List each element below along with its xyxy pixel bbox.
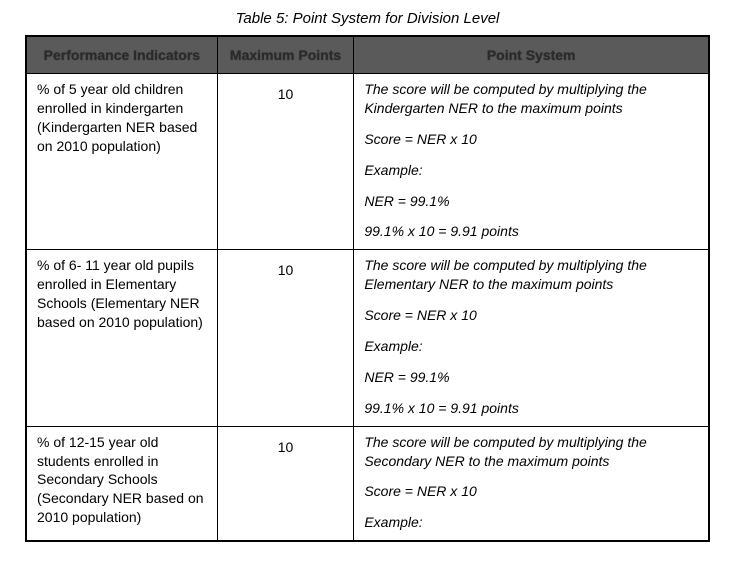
max-points-cell: 10 <box>217 250 354 426</box>
system-example-value: NER = 99.1% <box>364 192 698 211</box>
max-points-cell: 10 <box>217 74 354 250</box>
system-example-value: NER = 99.1% <box>364 368 698 387</box>
system-example-result: 99.1% x 10 = 9.91 points <box>364 222 698 241</box>
indicator-cell: % of 5 year old children enrolled in kin… <box>26 74 217 250</box>
system-example-result: 99.1% x 10 = 9.91 points <box>364 399 698 418</box>
system-formula: Score = NER x 10 <box>364 306 698 325</box>
header-system: Point System <box>354 36 709 74</box>
header-performance: Performance Indicators <box>26 36 217 74</box>
system-formula: Score = NER x 10 <box>364 130 698 149</box>
point-system-cell: The score will be computed by multiplyin… <box>354 250 709 426</box>
point-system-cell: The score will be computed by multiplyin… <box>354 426 709 541</box>
max-points-cell: 10 <box>217 426 354 541</box>
system-intro: The score will be computed by multiplyin… <box>364 80 698 118</box>
system-example-label: Example: <box>364 161 698 180</box>
indicator-cell: % of 12-15 year old students enrolled in… <box>26 426 217 541</box>
system-formula: Score = NER x 10 <box>364 482 698 501</box>
header-maximum: Maximum Points <box>217 36 354 74</box>
system-example-label: Example: <box>364 513 698 532</box>
point-system-table: Performance Indicators Maximum Points Po… <box>25 35 710 542</box>
table-title: Table 5: Point System for Division Level <box>25 10 710 27</box>
table-row: % of 12-15 year old students enrolled in… <box>26 426 709 541</box>
table-header-row: Performance Indicators Maximum Points Po… <box>26 36 709 74</box>
system-intro: The score will be computed by multiplyin… <box>364 256 698 294</box>
table-row: % of 6- 11 year old pupils enrolled in E… <box>26 250 709 426</box>
table-row: % of 5 year old children enrolled in kin… <box>26 74 709 250</box>
indicator-cell: % of 6- 11 year old pupils enrolled in E… <box>26 250 217 426</box>
system-intro: The score will be computed by multiplyin… <box>364 433 698 471</box>
system-example-label: Example: <box>364 337 698 356</box>
point-system-cell: The score will be computed by multiplyin… <box>354 74 709 250</box>
